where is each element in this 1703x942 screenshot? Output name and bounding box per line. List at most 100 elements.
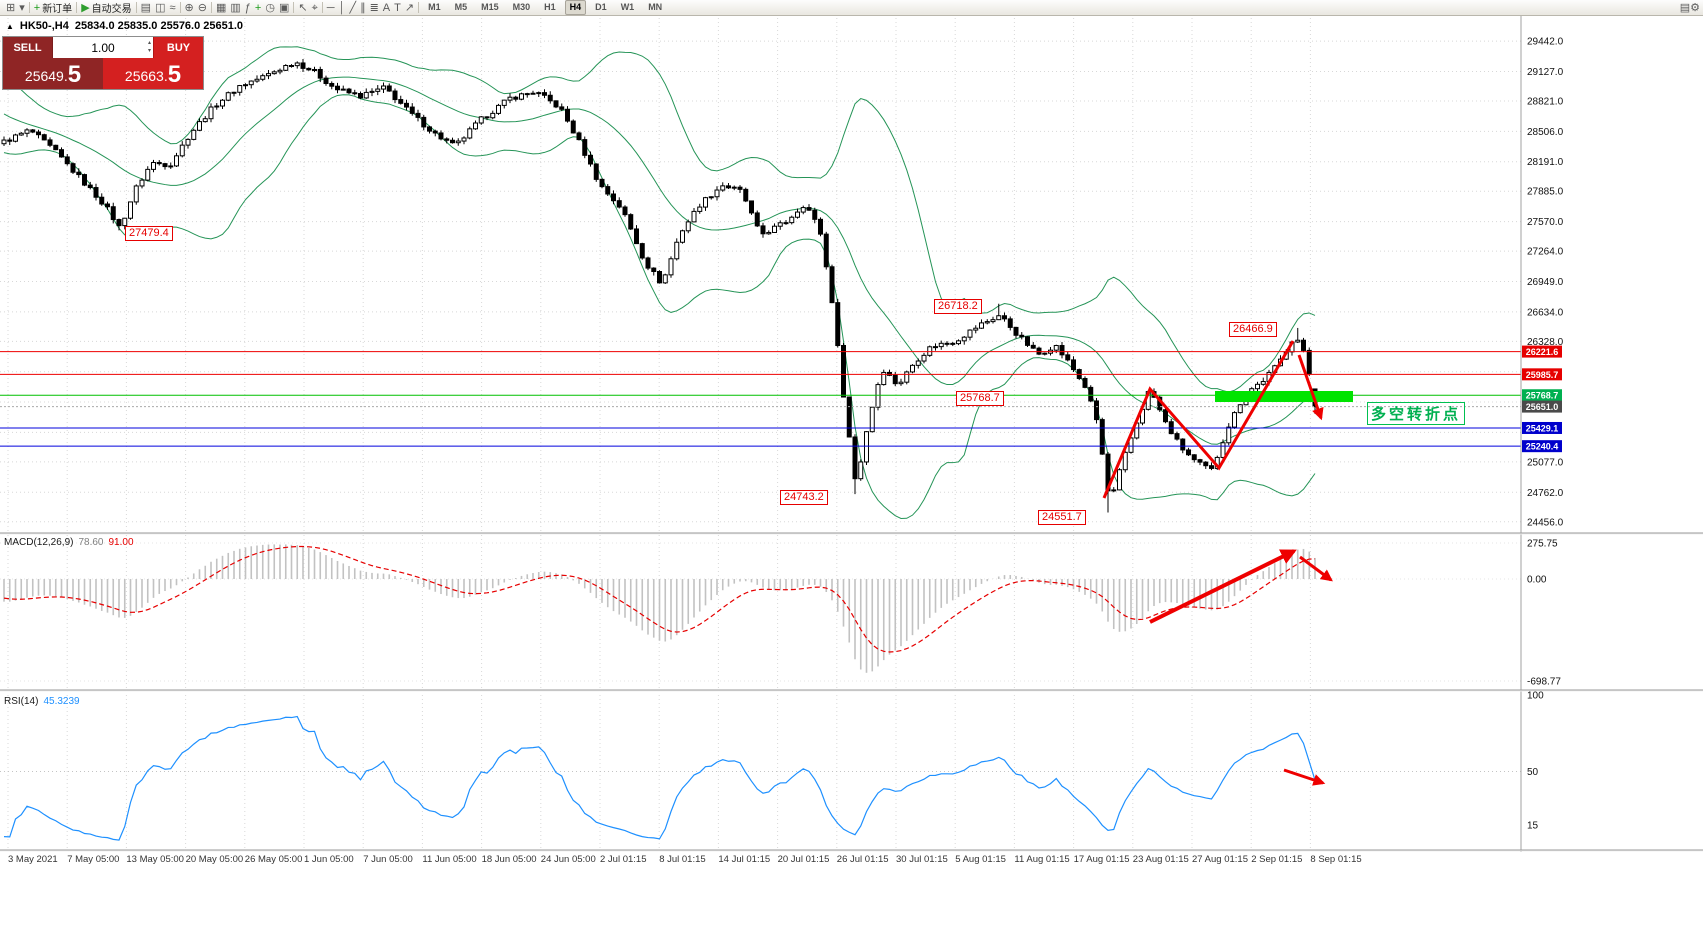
tool-group: ─ │ ╱ ∥ ≣ A T ↗	[324, 1, 417, 15]
chart-type-dropdown-icon: ▾	[19, 1, 25, 14]
cursor-tool-button[interactable]: ↖	[298, 1, 307, 15]
svg-text:27570.0: 27570.0	[1527, 217, 1564, 228]
time-axis[interactable]: 3 May 2021 7 May 05:00 13 May 05:00 20 May …	[8, 854, 1362, 865]
svg-text:18 Jun 05:00: 18 Jun 05:00	[482, 854, 537, 865]
turning-point-annotation[interactable]: 多空转折点	[1367, 402, 1466, 425]
svg-text:20 May 05:00: 20 May 05:00	[186, 854, 244, 865]
tile-windows-button[interactable]: ▦	[216, 1, 226, 15]
bollinger-upper	[3, 46, 1316, 393]
trendline-tool-icon: ╱	[349, 1, 357, 14]
svg-text:26328.0: 26328.0	[1527, 337, 1564, 348]
timeframe-mn-button[interactable]: MN	[648, 2, 663, 12]
bar-chart-mode-button[interactable]: ▤	[141, 1, 151, 15]
buy-price-big-digit: 5	[167, 61, 182, 88]
crosshair-tool-button[interactable]: ⌖	[312, 1, 318, 15]
settings-button[interactable]: ⚙	[1690, 1, 1700, 15]
arrow-tool-button[interactable]: ↗	[405, 1, 414, 15]
new-order-icon: +	[33, 1, 41, 14]
new-chart-button[interactable]: ⊞	[6, 1, 15, 15]
new-order-button[interactable]: + 新订单	[33, 0, 73, 16]
timeframe-m1-button[interactable]: M1	[428, 2, 441, 12]
resistance-line-2-badge[interactable]	[1522, 368, 1562, 381]
buy-price-point: .	[163, 68, 168, 84]
svg-text:15: 15	[1527, 821, 1539, 832]
svg-text:0.00: 0.00	[1527, 575, 1547, 586]
sell-button[interactable]: SELL	[3, 37, 53, 58]
channel-tool-button[interactable]: ∥	[360, 1, 366, 15]
svg-text:25429.1: 25429.1	[1526, 423, 1559, 433]
zoom-in-button[interactable]: ⊕	[185, 1, 194, 15]
tool-group: ⊞ ▾	[3, 1, 28, 15]
zoom-in-icon: ⊕	[184, 1, 194, 14]
bar-chart-mode-icon: ▤	[140, 1, 152, 14]
templates-button[interactable]: ▣	[279, 1, 289, 15]
turning-point-zone[interactable]	[1215, 391, 1353, 402]
new-order-label: 新订单	[42, 4, 73, 15]
arrow-tool-icon: ↗	[404, 1, 415, 14]
timeframe-h4-button[interactable]: H4	[564, 0, 587, 15]
line-chart-mode-button[interactable]: ≈	[169, 1, 175, 15]
zoom-out-button[interactable]: ⊖	[198, 1, 207, 15]
chart-type-dropdown-button[interactable]: ▾	[19, 1, 25, 15]
volume-up-icon[interactable]: ▴	[147, 40, 151, 46]
buy-button[interactable]: BUY	[153, 37, 203, 58]
timeframe-m30-button[interactable]: M30	[512, 2, 531, 12]
resistance-line-1-badge[interactable]	[1522, 345, 1562, 358]
svg-text:7 Jun 05:00: 7 Jun 05:00	[363, 854, 413, 865]
tool-group: ▦ ▥ ƒ + ◷ ▣	[213, 1, 292, 15]
rsi-header: RSI(14) 45.3239	[4, 696, 80, 707]
sell-price[interactable]: 25649. 5	[3, 58, 103, 89]
periods-button[interactable]: ◷	[265, 1, 275, 15]
candlestick-mode-button[interactable]: ◫	[155, 1, 165, 15]
svg-text:1 Jun 05:00: 1 Jun 05:00	[304, 854, 354, 865]
autotrading-button[interactable]: ▶ 自动交易	[81, 0, 131, 16]
line-chart-mode-icon: ≈	[169, 1, 176, 14]
timeframe-d1-button[interactable]: D1	[595, 2, 607, 12]
current-price-line-badge[interactable]	[1522, 400, 1562, 413]
volume-spinner[interactable]: ▴ ▾	[148, 39, 151, 55]
vertical-line-tool-button[interactable]: │	[339, 1, 346, 15]
templates-icon: ▣	[278, 1, 290, 14]
support-line-1-badge[interactable]	[1522, 421, 1562, 434]
svg-text:25651.0: 25651.0	[1526, 402, 1559, 412]
macd-label: MACD(12,26,9)	[4, 537, 74, 548]
pivot-line-badge[interactable]	[1522, 389, 1562, 402]
text-tool-button[interactable]: A	[383, 1, 390, 15]
svg-text:26634.0: 26634.0	[1527, 307, 1564, 318]
svg-text:2 Sep 01:15: 2 Sep 01:15	[1251, 854, 1302, 865]
add-indicator-icon: +	[254, 1, 262, 14]
volume-input[interactable]: 1.00 ▴ ▾	[53, 37, 153, 58]
add-indicator-button[interactable]: +	[255, 1, 261, 15]
rsi-trend-arrow[interactable]	[1283, 768, 1326, 786]
price-axis[interactable]	[1522, 16, 1703, 852]
macd-trend-arrow[interactable]	[1149, 549, 1297, 624]
svg-text:27885.0: 27885.0	[1527, 187, 1564, 198]
tool-group: ▶ 自动交易	[78, 0, 134, 16]
chart-list-button[interactable]: ▤	[1680, 1, 1690, 15]
svg-text:29442.0: 29442.0	[1527, 37, 1564, 48]
timeframe-h1-button[interactable]: H1	[544, 2, 556, 12]
trend-zigzag	[1102, 340, 1295, 499]
timeframe-m5-button[interactable]: M5	[454, 2, 468, 12]
volume-down-icon[interactable]: ▾	[147, 48, 151, 54]
timeframe-w1-button[interactable]: W1	[620, 2, 635, 12]
trend-annotations[interactable]	[1102, 340, 1324, 499]
label-tool-button[interactable]: T	[394, 1, 401, 15]
fibonacci-tool-button[interactable]: ≣	[370, 1, 379, 15]
macd-trend-arrow[interactable]	[1299, 555, 1333, 582]
svg-text:2 Jul 01:15: 2 Jul 01:15	[600, 854, 646, 865]
auto-arrange-button[interactable]: ▥	[230, 1, 240, 15]
sell-price-point: .	[63, 68, 68, 84]
indicator-list-button[interactable]: ƒ	[245, 1, 251, 15]
bollinger-middle	[3, 76, 1316, 445]
trendline-tool-button[interactable]: ╱	[349, 1, 356, 15]
support-line-2-badge[interactable]	[1522, 440, 1562, 453]
timeframe-m15-button[interactable]: M15	[481, 2, 499, 12]
svg-text:14 Jul 01:15: 14 Jul 01:15	[718, 854, 770, 865]
collapse-panel-icon[interactable]: ▲	[6, 21, 14, 31]
svg-text:8 Jul 01:15: 8 Jul 01:15	[659, 854, 705, 865]
buy-price[interactable]: 25663. 5	[103, 58, 203, 89]
volume-value: 1.00	[91, 40, 115, 55]
horizontal-line-tool-button[interactable]: ─	[327, 1, 335, 15]
